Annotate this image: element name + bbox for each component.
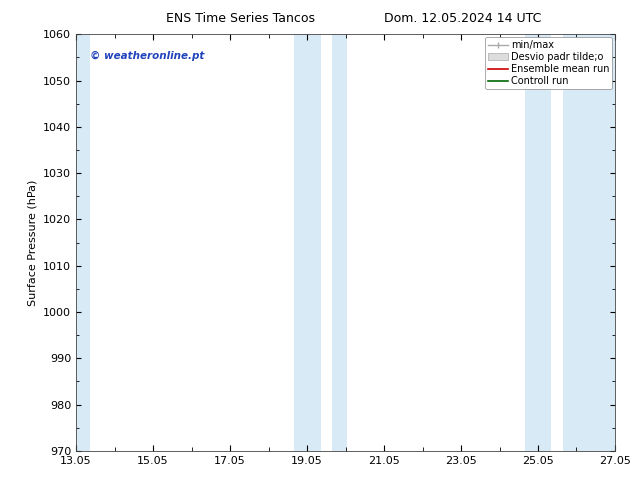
Text: ENS Time Series Tancos: ENS Time Series Tancos: [166, 12, 316, 25]
Bar: [524, 34, 552, 451]
Y-axis label: Surface Pressure (hPa): Surface Pressure (hPa): [27, 179, 37, 306]
Bar: [332, 34, 347, 451]
Text: Dom. 12.05.2024 14 UTC: Dom. 12.05.2024 14 UTC: [384, 12, 541, 25]
Bar: [563, 34, 617, 451]
Legend: min/max, Desvio padr tilde;o, Ensemble mean run, Controll run: min/max, Desvio padr tilde;o, Ensemble m…: [486, 37, 612, 89]
Bar: [74, 34, 89, 451]
Text: © weatheronline.pt: © weatheronline.pt: [89, 51, 204, 61]
Bar: [294, 34, 321, 451]
